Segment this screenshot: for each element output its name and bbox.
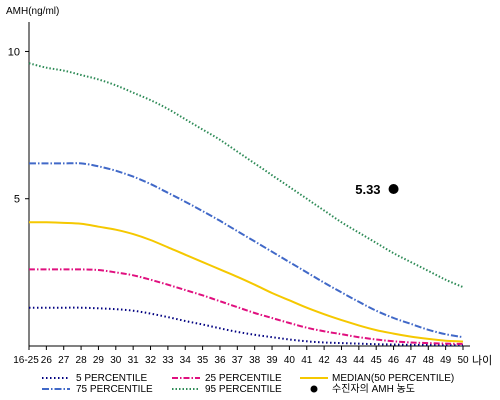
y-tick-label: 10 <box>8 46 20 58</box>
x-tick-label: 45 <box>371 355 383 366</box>
legend-item-75-percentile: 75 PERCENTILE <box>42 384 153 395</box>
legend-item-5-percentile: 5 PERCENTILE <box>42 373 147 384</box>
x-tick-label: 28 <box>76 355 88 366</box>
legend-item-25-percentile: 25 PERCENTILE <box>172 373 282 384</box>
x-tick-label: 47 <box>405 355 417 366</box>
x-tick-label: 38 <box>249 355 261 366</box>
x-tick-label: 26 <box>41 355 53 366</box>
x-tick-label: 40 <box>284 355 296 366</box>
series-line <box>29 268 464 345</box>
legend-item-patient-amh: 수진자의 AMH 농도 <box>310 383 415 395</box>
x-tick-label: 16-25 <box>13 355 39 366</box>
x-tick-label: 41 <box>301 355 313 366</box>
y-tick-label: 5 <box>14 194 20 206</box>
x-tick-label: 33 <box>162 355 174 366</box>
highlight-point-group: 5.33 <box>355 182 399 197</box>
x-tick-label: 37 <box>232 355 244 366</box>
x-tick-label: 39 <box>266 355 278 366</box>
legend-label: 수진자의 AMH 농도 <box>332 383 415 395</box>
y-axis-title: AMH(ng/ml) <box>6 6 59 17</box>
x-tick-label: 29 <box>93 355 105 366</box>
x-tick-label: 30 <box>110 355 122 366</box>
y-ticks: 5 10 <box>8 46 29 206</box>
legend-item-95-percentile: 95 PERCENTILE <box>172 384 282 395</box>
highlight-value-label: 5.33 <box>355 182 380 197</box>
highlight-point <box>388 184 399 195</box>
legend-item-median: MEDIAN(50 PERCENTILE) <box>300 373 454 384</box>
series-lines <box>28 62 464 347</box>
legend-dot <box>310 385 318 393</box>
x-tick-label: 43 <box>336 355 348 366</box>
x-axis-title: 나이 <box>472 354 492 367</box>
legend-label: 75 PERCENTILE <box>76 384 153 395</box>
x-tick-label: 50 <box>457 355 469 366</box>
x-tick-label: 31 <box>128 355 140 366</box>
legend-label: MEDIAN(50 PERCENTILE) <box>332 373 454 384</box>
legend: 5 PERCENTILE 75 PERCENTILE 25 PERCENTILE… <box>42 373 454 395</box>
x-tick-label: 49 <box>440 355 452 366</box>
x-tick-label: 42 <box>319 355 331 366</box>
x-tick-label: 48 <box>423 355 435 366</box>
series-line <box>28 306 464 347</box>
legend-label: 25 PERCENTILE <box>205 373 282 384</box>
x-tick-label: 32 <box>145 355 157 366</box>
series-line <box>28 221 464 343</box>
x-tick-label: 44 <box>353 355 365 366</box>
x-tick-label: 46 <box>388 355 400 366</box>
legend-label: 95 PERCENTILE <box>205 384 282 395</box>
series-line <box>29 162 464 339</box>
x-tick-label: 36 <box>214 355 226 366</box>
legend-label: 5 PERCENTILE <box>76 373 147 384</box>
series-line <box>28 62 464 289</box>
x-tick-label: 35 <box>197 355 209 366</box>
x-ticks: 16-25 26 27 28 29 30 31 32 33 34 35 36 37 38 39 40 41 42 4… <box>13 346 469 366</box>
x-tick-label: 27 <box>58 355 70 366</box>
x-tick-label: 34 <box>180 355 192 366</box>
